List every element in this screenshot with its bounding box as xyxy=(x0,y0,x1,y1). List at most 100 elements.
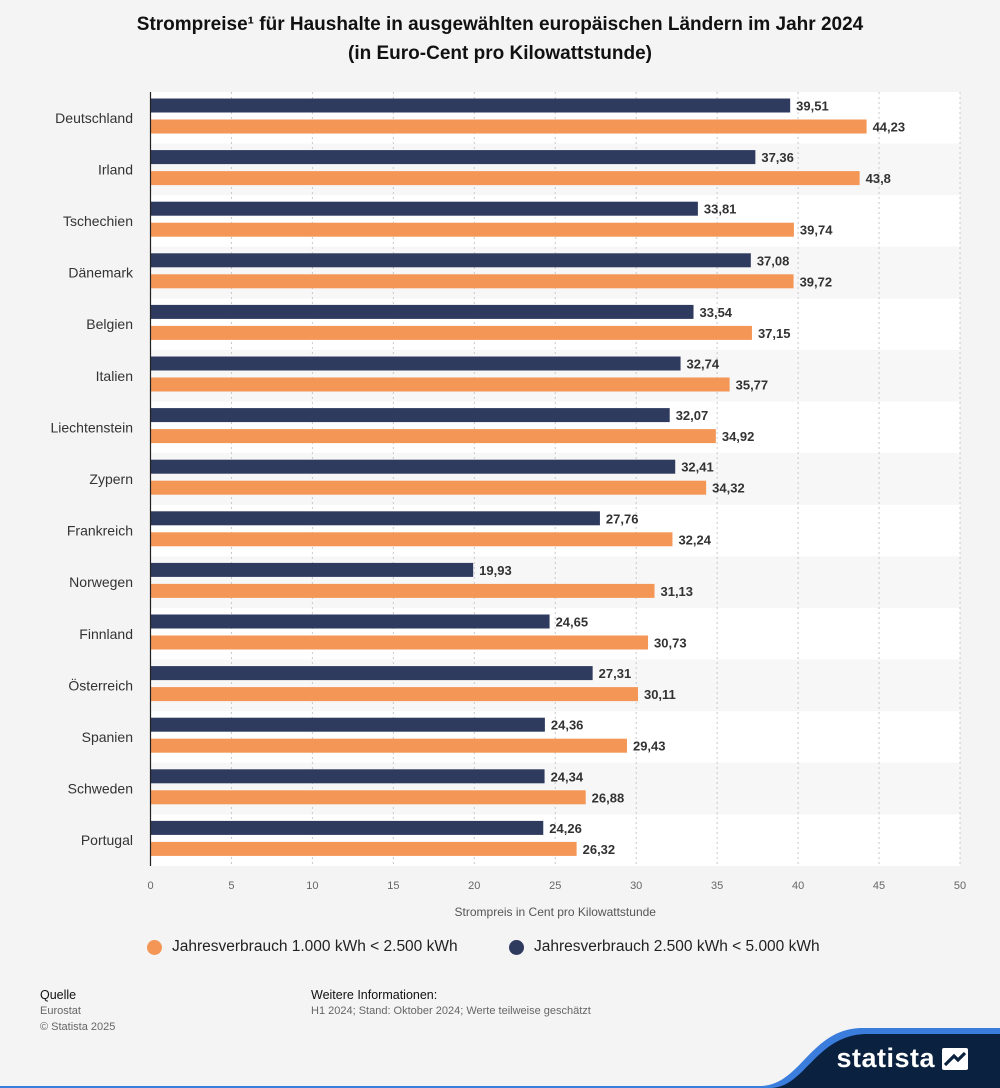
bar xyxy=(150,171,860,186)
data-label: 37,36 xyxy=(761,150,794,165)
category-label: Finnland xyxy=(79,626,133,642)
data-label: 32,41 xyxy=(681,460,714,475)
data-label: 39,74 xyxy=(800,223,833,238)
bar xyxy=(150,222,794,237)
bar xyxy=(150,459,676,474)
data-label: 44,23 xyxy=(873,120,906,135)
bar xyxy=(150,738,627,753)
legend-dot-orange xyxy=(147,939,162,955)
data-label: 30,73 xyxy=(654,636,687,651)
category-label: Deutschland xyxy=(55,110,133,126)
data-label: 31,13 xyxy=(660,584,693,599)
x-tick-label: 10 xyxy=(306,880,318,892)
bar xyxy=(150,769,545,784)
data-label: 30,11 xyxy=(644,687,676,702)
bar xyxy=(150,150,756,165)
legend-item-small[interactable]: Jahresverbrauch 1.000 kWh < 2.500 kWh xyxy=(147,938,458,956)
bar xyxy=(150,356,681,371)
category-label: Frankreich xyxy=(67,523,133,539)
info-heading: Weitere Informationen: xyxy=(311,988,438,1002)
info-text: H1 2024; Stand: Oktober 2024; Werte teil… xyxy=(311,1005,591,1017)
category-label: Spanien xyxy=(82,729,133,745)
data-label: 27,76 xyxy=(606,511,639,526)
bar xyxy=(150,820,544,835)
data-label: 27,31 xyxy=(599,666,632,681)
x-tick-label: 25 xyxy=(549,880,561,892)
x-tick-label: 50 xyxy=(954,880,966,892)
data-label: 19,93 xyxy=(479,563,512,578)
data-label: 39,72 xyxy=(800,274,833,289)
bar xyxy=(150,511,600,526)
bar xyxy=(150,377,730,392)
bar xyxy=(150,408,670,423)
bar xyxy=(150,841,577,856)
x-tick-label: 30 xyxy=(630,880,642,892)
data-label: 34,92 xyxy=(722,429,755,444)
bar xyxy=(150,253,751,268)
x-tick-label: 20 xyxy=(468,880,480,892)
data-label: 35,77 xyxy=(736,378,769,393)
data-label: 24,34 xyxy=(551,769,584,784)
bar xyxy=(150,119,867,134)
bar xyxy=(150,201,698,216)
category-label: Österreich xyxy=(68,676,133,693)
data-label: 37,15 xyxy=(758,326,791,341)
category-label: Schweden xyxy=(68,781,133,797)
bar xyxy=(150,429,716,444)
bar xyxy=(150,532,673,547)
category-label: Dänemark xyxy=(68,265,134,281)
data-label: 24,26 xyxy=(549,821,582,836)
legend-label-small: Jahresverbrauch 1.000 kWh < 2.500 kWh xyxy=(172,938,458,955)
category-label: Liechtenstein xyxy=(50,419,133,435)
bar xyxy=(150,666,593,681)
data-label: 26,88 xyxy=(592,790,625,805)
category-label: Belgien xyxy=(86,316,133,332)
source-heading: Quelle xyxy=(40,988,77,1002)
category-label: Tschechien xyxy=(63,213,133,229)
data-label: 34,32 xyxy=(712,481,745,496)
data-label: 24,36 xyxy=(551,718,584,733)
data-label: 33,81 xyxy=(704,202,737,217)
bar xyxy=(150,687,638,702)
bars: 39,51 37,36 33,81 37,08 33,54 32,74 32,07 32,41… xyxy=(150,98,906,857)
category-label: Zypern xyxy=(89,471,133,487)
data-label: 33,54 xyxy=(700,305,733,320)
category-label: Norwegen xyxy=(69,574,133,590)
statista-logo[interactable]: statista xyxy=(836,1043,968,1074)
bar xyxy=(150,98,791,113)
x-axis-label: Strompreis in Cent pro Kilowattstunde xyxy=(455,905,657,919)
statista-icon xyxy=(942,1047,968,1070)
bar xyxy=(150,790,586,805)
bar xyxy=(150,614,550,629)
bar xyxy=(150,325,752,340)
data-label: 32,74 xyxy=(687,357,720,372)
title-line-1: Strompreise¹ für Haushalte in ausgewählt… xyxy=(136,14,864,35)
bar xyxy=(150,717,545,732)
brand-bar xyxy=(0,1028,1000,1088)
bar xyxy=(150,562,474,577)
x-tick-label: 15 xyxy=(387,880,399,892)
data-label: 43,8 xyxy=(866,171,891,186)
legend-item-large[interactable]: Jahresverbrauch 2.500 kWh < 5.000 kWh xyxy=(509,938,820,956)
copyright: © Statista 2025 xyxy=(40,1021,116,1033)
x-tick-label: 45 xyxy=(873,880,885,892)
category-label: Italien xyxy=(96,368,133,384)
brand-name: statista xyxy=(836,1043,935,1073)
x-tick-label: 35 xyxy=(711,880,723,892)
category-labels: Deutschland Irland Tschechien Dänemark Belgi… xyxy=(50,110,134,848)
data-label: 24,65 xyxy=(556,615,589,630)
chart-title: Strompreise¹ für Haushalte in ausgewählt… xyxy=(0,10,1000,68)
source-name[interactable]: Eurostat xyxy=(40,1005,81,1017)
x-tick-label: 0 xyxy=(147,880,153,892)
x-tick-label: 5 xyxy=(228,880,234,892)
bar-chart: 39,51 37,36 33,81 37,08 33,54 32,74 32,07 32,41… xyxy=(50,92,966,919)
data-label: 37,08 xyxy=(757,253,790,268)
data-label: 26,32 xyxy=(583,842,616,857)
data-label: 32,24 xyxy=(678,532,711,547)
x-tick-labels: 0 5 10 15 20 25 30 35 40 45 50 xyxy=(147,880,966,892)
data-label: 29,43 xyxy=(633,739,666,754)
x-tick-label: 40 xyxy=(792,880,804,892)
bar xyxy=(150,304,694,319)
data-label: 32,07 xyxy=(676,408,709,423)
category-label: Portugal xyxy=(81,832,133,848)
